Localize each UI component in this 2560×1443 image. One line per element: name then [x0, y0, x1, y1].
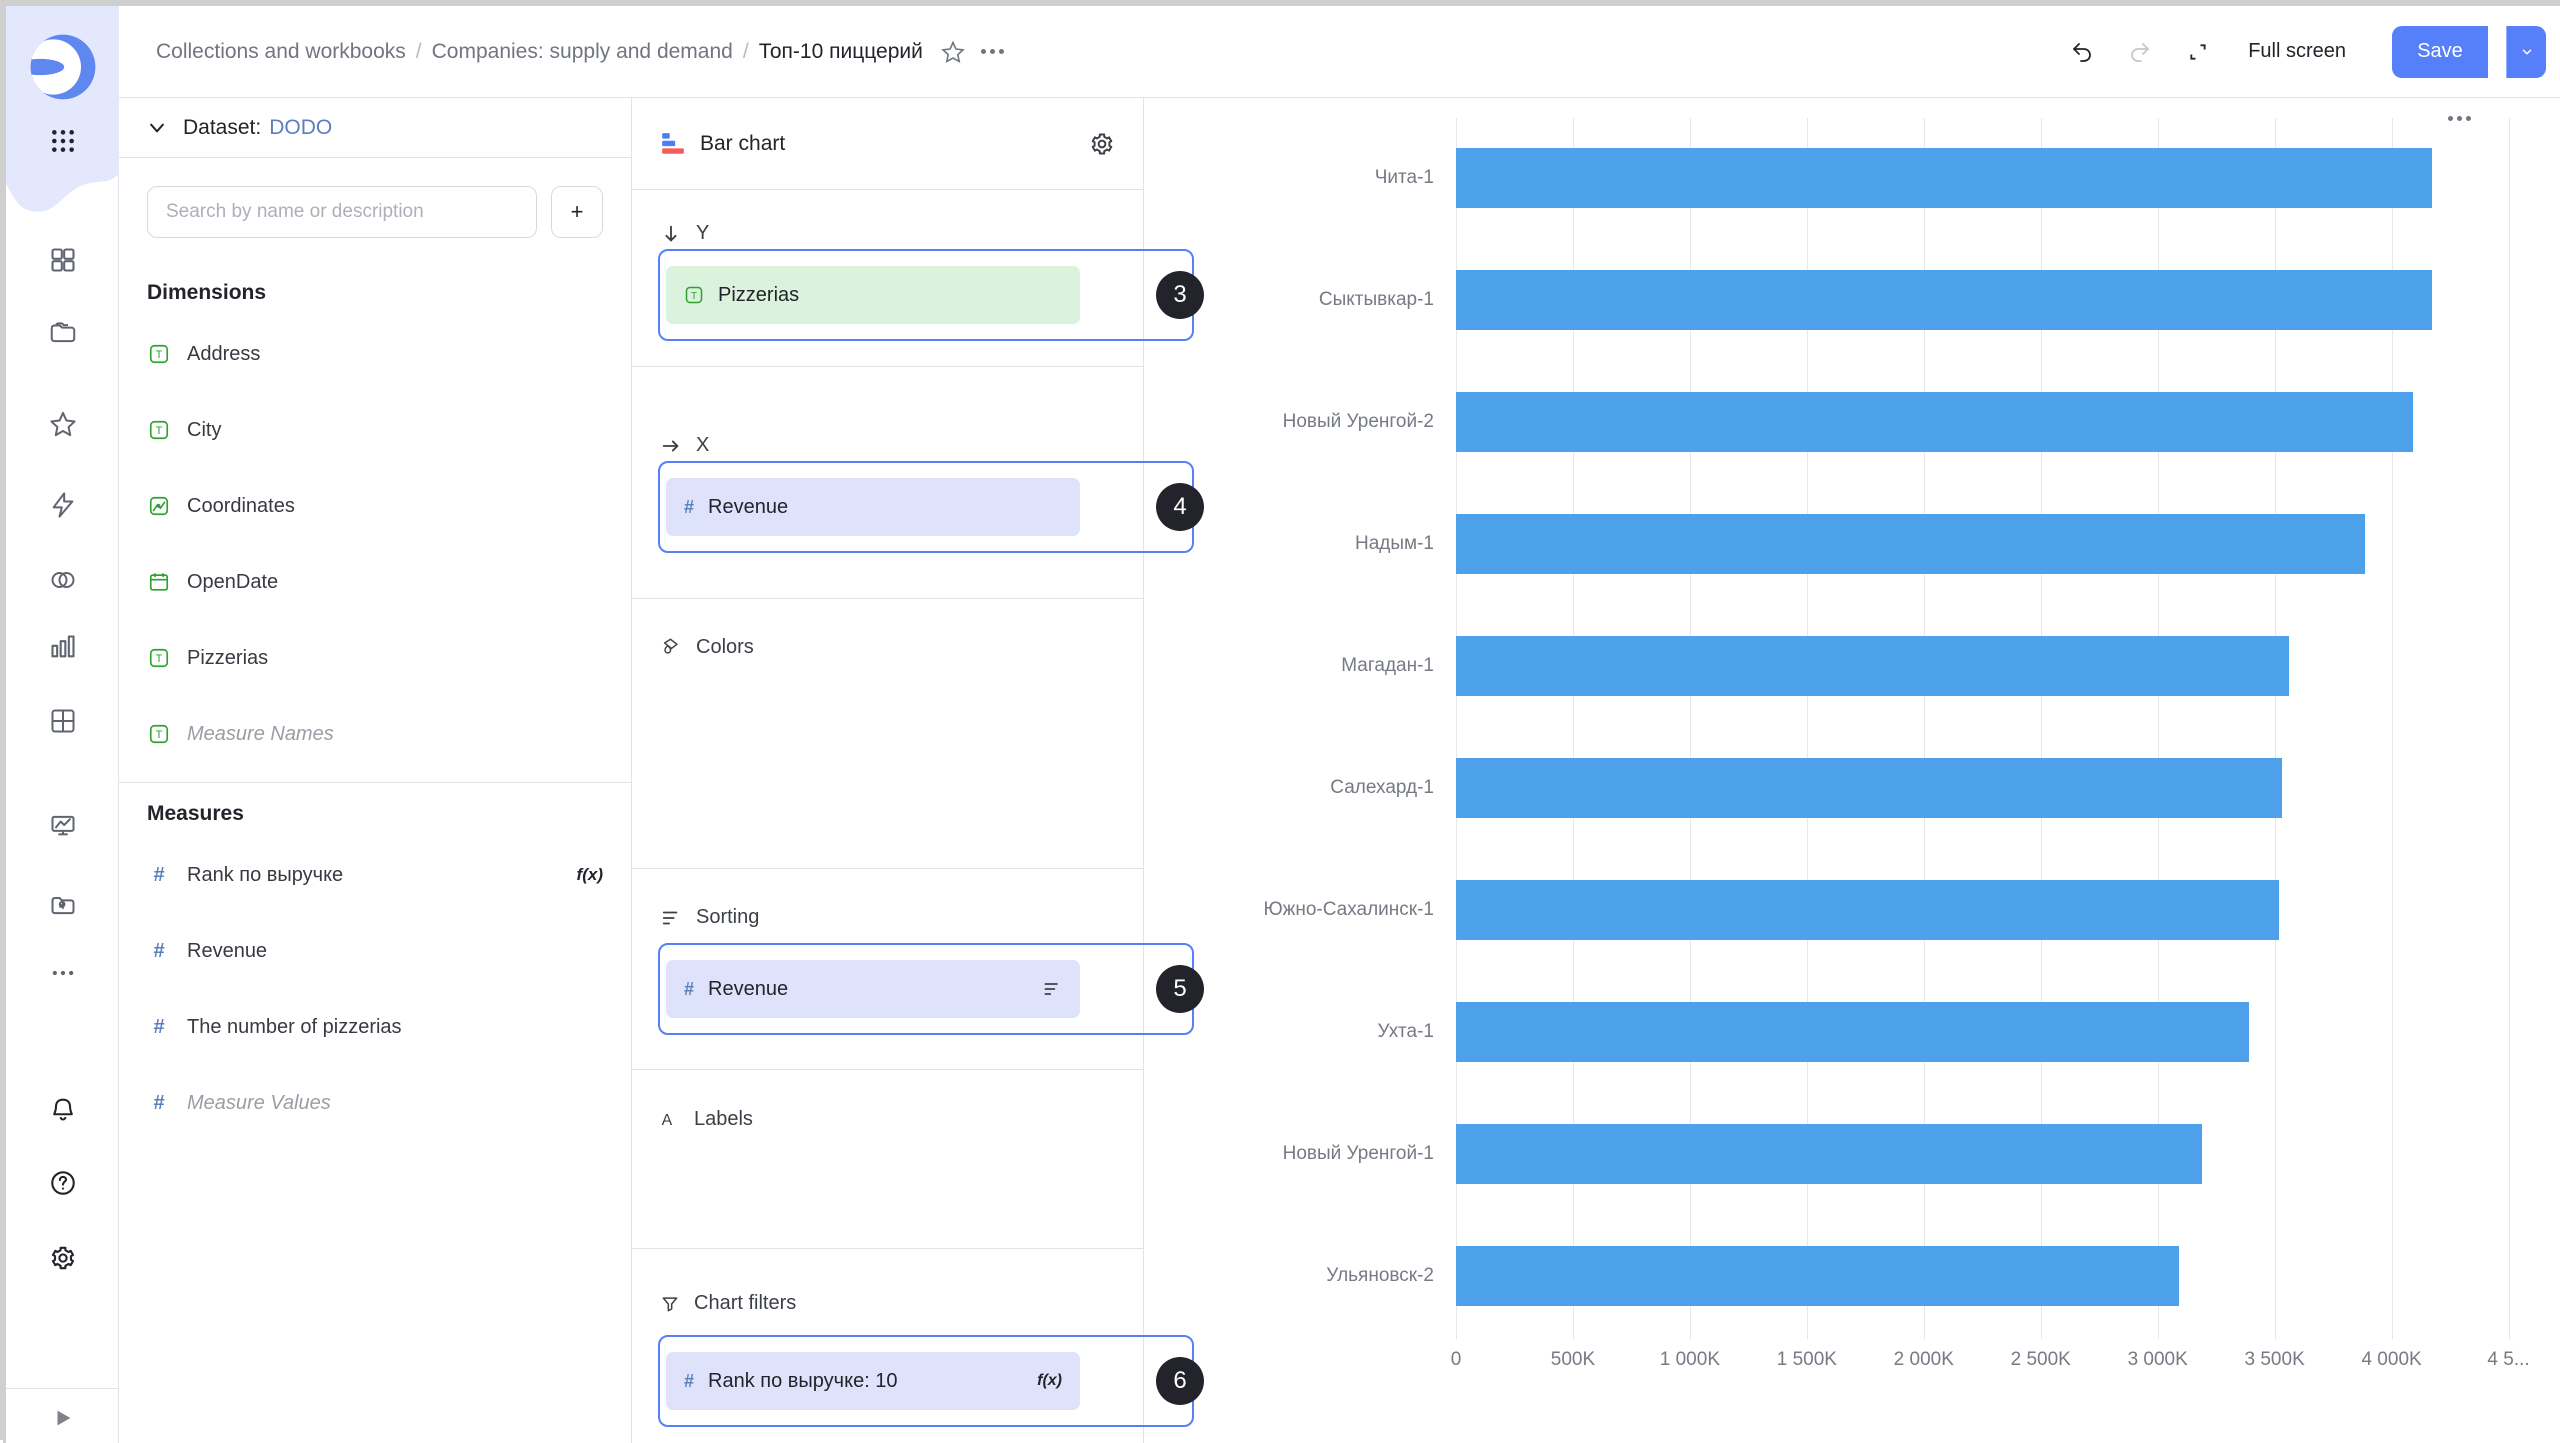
svg-text:T: T — [156, 425, 163, 437]
svg-text:T: T — [156, 349, 163, 361]
svg-text:T: T — [156, 653, 163, 665]
svg-text:A: A — [662, 1112, 673, 1129]
svg-text:T: T — [156, 729, 163, 741]
svg-text:T: T — [691, 291, 697, 302]
